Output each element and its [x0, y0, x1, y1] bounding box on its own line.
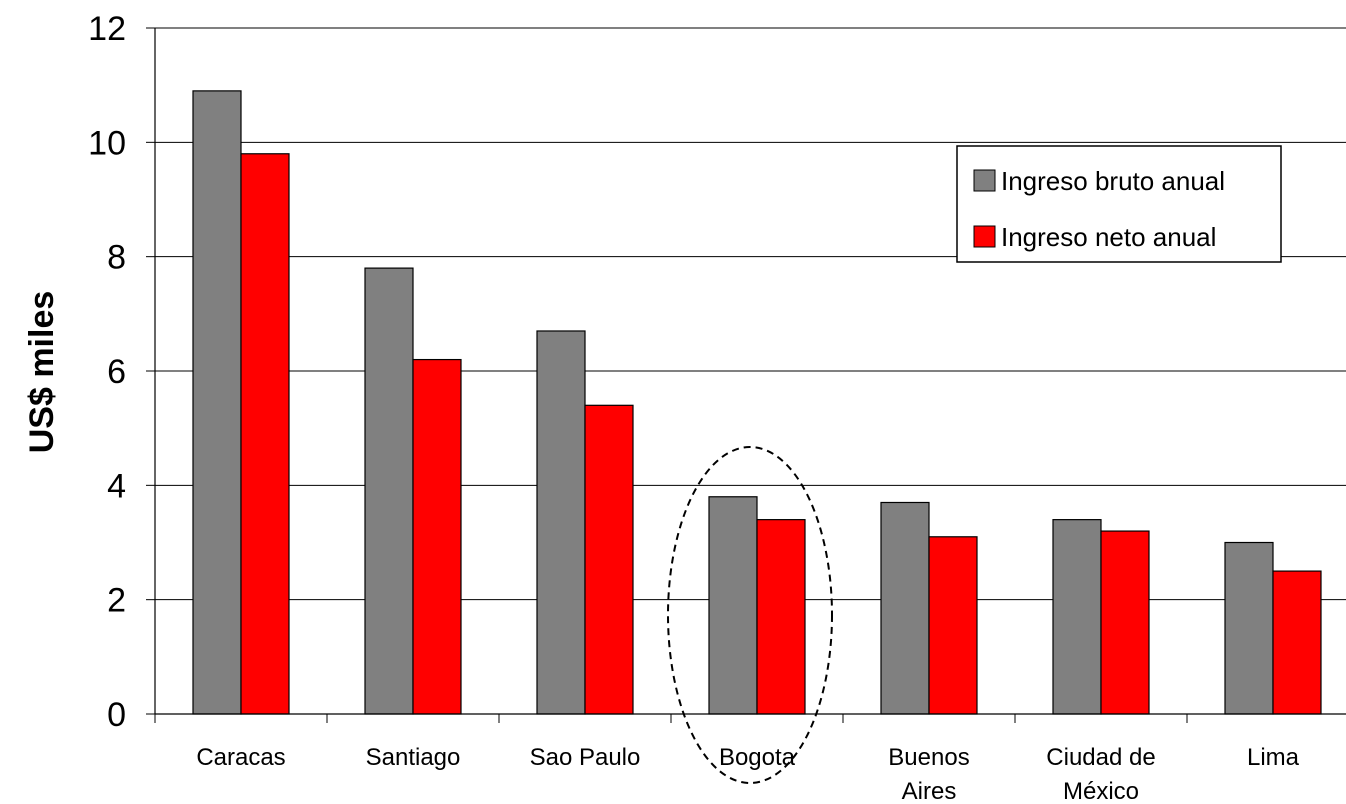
y-tick-label: 2 — [107, 582, 126, 620]
legend-swatch-net — [973, 225, 996, 248]
highlight-ellipse-shape — [667, 446, 833, 784]
bar-net — [1272, 570, 1322, 715]
x-category-label: Sao Paulo — [530, 744, 641, 771]
bar-net — [756, 519, 806, 715]
gridlines — [155, 27, 1346, 601]
x-category-label: Santiago — [366, 744, 461, 771]
highlight-ellipse — [667, 446, 833, 784]
y-axis-title: US$ miles — [23, 291, 61, 454]
y-tick-label: 8 — [107, 239, 126, 277]
x-category-labels: Caracas Santiago Sao Paulo Bogota Buenos Aire… — [196, 744, 1299, 804]
legend-label-net: Ingreso neto anual — [1001, 222, 1216, 252]
bar-net — [584, 404, 634, 715]
bar-gross — [1224, 541, 1274, 715]
x-category-label: Ciudad de México — [1046, 744, 1155, 804]
bar-gross — [708, 496, 758, 715]
y-tick-label: 10 — [88, 124, 126, 162]
bar-gross — [364, 267, 414, 715]
legend-box — [956, 145, 1282, 263]
axes — [146, 27, 1346, 723]
x-category-label: Lima — [1247, 744, 1300, 771]
y-tick-labels: 0 2 4 6 8 10 12 — [88, 10, 126, 734]
y-tick-label: 4 — [107, 467, 126, 505]
legend: Ingreso bruto anual Ingreso neto anual — [956, 145, 1282, 263]
x-category-label: Caracas — [196, 744, 285, 771]
bar-net — [928, 536, 978, 715]
bar-gross — [880, 501, 930, 715]
legend-label-gross: Ingreso bruto anual — [1001, 166, 1225, 196]
bar-net — [412, 358, 462, 715]
y-tick-label: 6 — [107, 353, 126, 391]
bar-net — [240, 153, 290, 715]
y-tick-label: 12 — [88, 10, 126, 48]
x-category-label: Bogota — [719, 744, 796, 771]
bar-net — [1100, 530, 1150, 715]
bar-gross — [536, 330, 586, 715]
y-tick-label: 0 — [107, 696, 126, 734]
bar-gross — [1052, 519, 1102, 715]
bar-gross — [192, 90, 242, 715]
legend-swatch-gross — [973, 169, 996, 192]
bars — [192, 90, 1322, 715]
x-category-label: Buenos Aires — [888, 744, 969, 804]
